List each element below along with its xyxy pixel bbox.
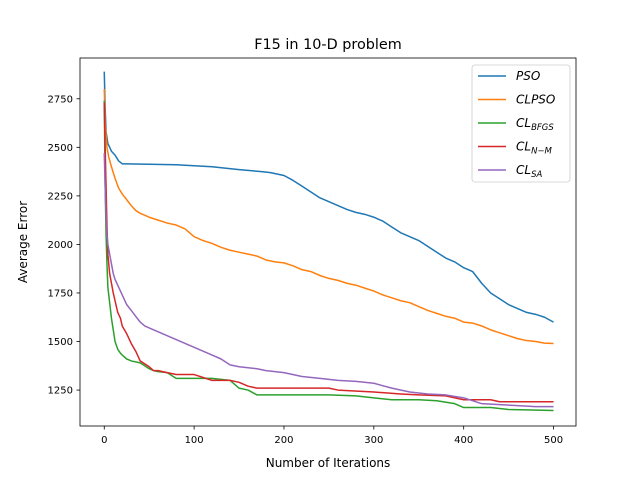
- y-axis-label: Average Error: [16, 201, 30, 283]
- y-tick-label-0: 1250: [48, 386, 73, 397]
- series-line-4: [103, 153, 554, 408]
- chart-title: F15 in 10-D problem: [254, 37, 402, 53]
- x-tick-label-2: 200: [274, 435, 293, 446]
- legend-label-3: CLN−M: [516, 140, 553, 157]
- x-tick-label-1: 100: [185, 435, 204, 446]
- series-line-1: [103, 89, 554, 345]
- legend-label-4: CLSA: [516, 163, 542, 180]
- plot-frame: [79, 57, 577, 427]
- y-tick-label-4: 2250: [48, 191, 73, 202]
- series-line-3: [103, 102, 554, 403]
- x-tick-label-0: 0: [101, 435, 107, 446]
- axes-layer: 0 100 200 300 400 500 1250 1500 1750 2000 2250 2500…: [48, 94, 564, 446]
- legend: PSO CLPSO CLBFGS CLN−M CLSA: [471, 64, 571, 183]
- x-axis-label: Number of Iterations: [266, 456, 391, 470]
- x-tick-label-4: 400: [454, 435, 473, 446]
- y-tick-label-3: 2000: [48, 240, 73, 251]
- series-line-0: [103, 71, 554, 323]
- legend-label-1: CLPSO: [516, 93, 555, 107]
- y-tick-label-2: 1750: [48, 289, 73, 300]
- y-tick-label-6: 2750: [48, 94, 73, 105]
- legend-box: [471, 64, 571, 183]
- series-line-2: [103, 100, 554, 412]
- legend-label-0: PSO: [516, 69, 540, 83]
- y-tick-label-5: 2500: [48, 143, 73, 154]
- series-layer: [103, 71, 554, 412]
- legend-label-2: CLBFGS: [516, 116, 554, 133]
- x-tick-label-5: 500: [544, 435, 563, 446]
- x-tick-label-3: 300: [364, 435, 383, 446]
- y-tick-label-1: 1500: [48, 337, 73, 348]
